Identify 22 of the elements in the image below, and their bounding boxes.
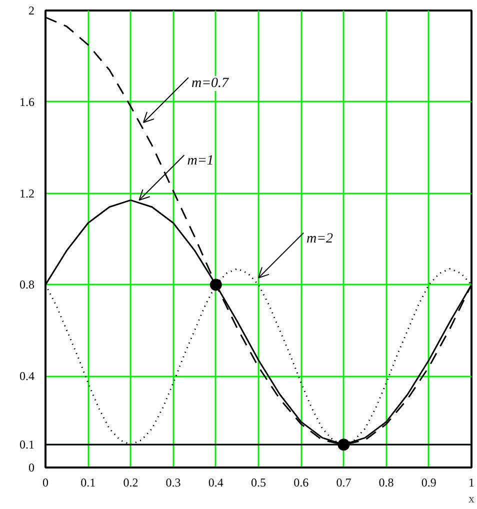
y-tick-label: 0.4	[20, 369, 34, 384]
annotation: m=2	[306, 231, 334, 246]
x-tick-label: 0.6	[294, 476, 309, 490]
x-tick-label: 0.4	[208, 476, 224, 490]
annotation: m=0.7	[191, 76, 230, 91]
x-tick-label: 0.7	[336, 476, 352, 490]
x-tick-label: 1	[468, 476, 474, 490]
x-tick-label: 0.1	[80, 476, 96, 490]
y-tick-label: 0.1	[20, 438, 34, 452]
y-tick-label: 0	[28, 460, 34, 474]
x-tick-label: 0.2	[123, 476, 138, 490]
annotation: m=1	[187, 154, 214, 169]
y-tick-label: 1.6	[20, 94, 34, 109]
y-tick-label: 1.2	[20, 186, 34, 200]
x-tick-label: 0.3	[166, 476, 181, 490]
y-tick-label: 2	[28, 4, 34, 18]
y-tick-label: 0.8	[20, 278, 34, 292]
x-tick-label: 0.5	[251, 476, 266, 490]
x-axis-title: x	[468, 492, 474, 506]
x-tick-label: 0	[42, 476, 48, 490]
x-tick-label: 0.8	[378, 476, 394, 490]
x-tick-label: 0.9	[421, 476, 436, 490]
